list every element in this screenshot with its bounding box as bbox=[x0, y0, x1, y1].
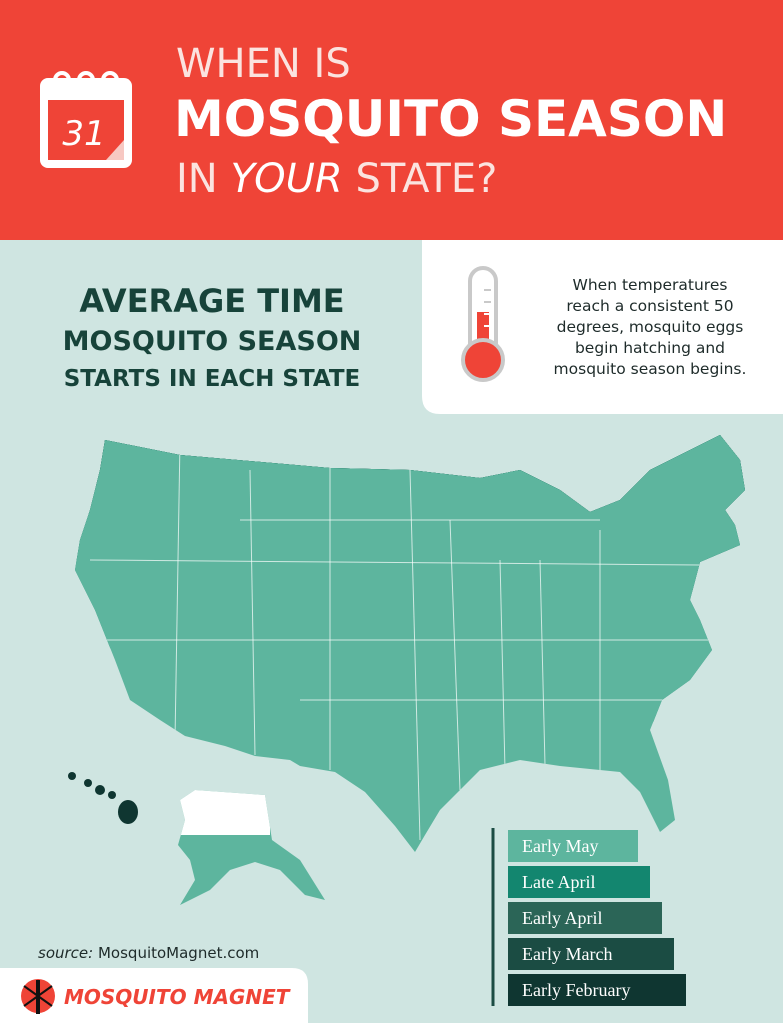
state-border bbox=[539, 559, 546, 766]
thermometer-icon bbox=[461, 266, 505, 382]
legend-swatch bbox=[508, 938, 674, 970]
legend-swatch bbox=[508, 866, 650, 898]
source-site: MosquitoMagnet.com bbox=[98, 944, 259, 962]
title-your: YOUR bbox=[230, 156, 342, 202]
note-line: mosquito season begins. bbox=[554, 360, 747, 378]
logo-card bbox=[0, 968, 308, 1023]
title-in: IN bbox=[176, 156, 218, 202]
source-prefix: source: bbox=[38, 944, 93, 962]
state-border bbox=[249, 469, 256, 756]
state-border bbox=[499, 559, 506, 771]
state-border bbox=[449, 519, 461, 791]
note-line: When temperatures bbox=[573, 276, 728, 294]
legend-label: Late April bbox=[522, 872, 595, 892]
title-line-2: MOSQUITO SEASON bbox=[174, 90, 727, 148]
title-state: STATE? bbox=[355, 156, 497, 202]
hawaii bbox=[68, 772, 138, 824]
logo-text: MOSQUITO MAGNET bbox=[64, 985, 291, 1009]
note-text: When temperatures reach a consistent 50 de… bbox=[554, 276, 747, 378]
state-border bbox=[409, 469, 421, 841]
legend: Early May Late April Early April Early Marc… bbox=[508, 830, 686, 1006]
subtitle-line: AVERAGE TIME bbox=[79, 282, 344, 320]
calendar-day: 31 bbox=[62, 114, 105, 154]
subtitle-line: MOSQUITO SEASON bbox=[63, 326, 362, 357]
legend-label: Early May bbox=[522, 836, 598, 856]
subtitle-line: STARTS IN EACH STATE bbox=[64, 366, 361, 392]
note-line: degrees, mosquito eggs bbox=[557, 318, 744, 336]
note-card bbox=[422, 240, 783, 414]
title-line-1: WHEN IS bbox=[176, 41, 351, 87]
note-line: reach a consistent 50 bbox=[566, 297, 733, 315]
legend-swatch bbox=[508, 974, 686, 1006]
legend-label: Early April bbox=[522, 908, 602, 928]
legend-swatch bbox=[508, 830, 638, 862]
calendar-icon: 31 bbox=[40, 71, 132, 168]
legend-swatch bbox=[508, 902, 662, 934]
source: source: MosquitoMagnet.com bbox=[38, 944, 259, 962]
legend-label: Early March bbox=[522, 944, 612, 964]
title-line-3: IN YOUR STATE? bbox=[176, 156, 497, 202]
state-border bbox=[89, 559, 701, 566]
unshaded-region bbox=[178, 790, 270, 835]
legend-label: Early February bbox=[522, 980, 630, 1000]
logo-mark bbox=[21, 979, 55, 1014]
state-border bbox=[174, 439, 181, 741]
note-line: begin hatching and bbox=[575, 339, 725, 357]
alaska bbox=[178, 790, 325, 905]
